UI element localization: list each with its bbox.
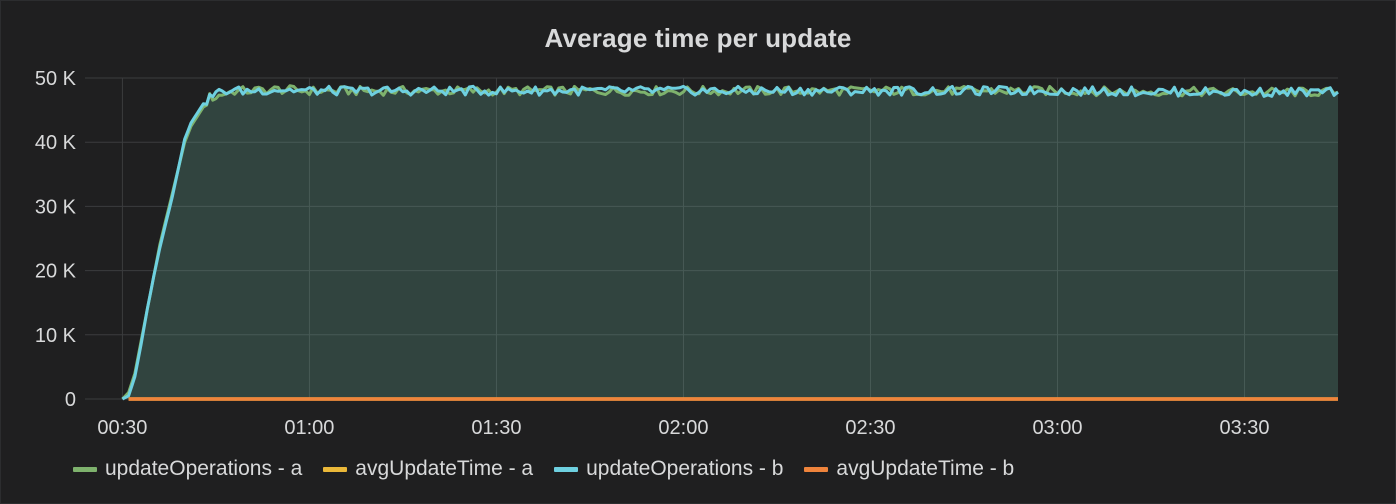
x-axis: 00:30 01:00 01:30 02:00 02:30 03:00 03:30 — [97, 417, 1269, 439]
y-axis: 0 10 K 20 K 30 K 40 K 50 K — [35, 68, 77, 411]
x-tick-label: 00:30 — [97, 417, 147, 439]
legend-item[interactable]: updateOperations - b — [554, 457, 783, 481]
x-tick-label: 02:30 — [845, 417, 895, 439]
legend-label: updateOperations - a — [105, 457, 303, 480]
legend-swatch — [323, 466, 348, 472]
y-tick-label: 30 K — [35, 196, 77, 218]
grid — [85, 77, 1338, 400]
y-tick-label: 50 K — [35, 68, 77, 90]
panel-title: Average time per update — [544, 23, 852, 53]
y-tick-label: 10 K — [35, 325, 77, 347]
series-area — [122, 85, 1338, 399]
legend-item[interactable]: updateOperations - a — [73, 457, 302, 481]
legend-label: avgUpdateTime - a — [355, 457, 534, 480]
legend-label: updateOperations - b — [586, 457, 784, 480]
series-line — [121, 84, 1339, 401]
legend: updateOperations - a avgUpdateTime - a upd… — [73, 457, 1035, 481]
legend-swatch — [554, 466, 579, 472]
y-tick-label: 40 K — [35, 132, 77, 154]
x-tick-label: 03:00 — [1032, 417, 1082, 439]
legend-item[interactable]: avgUpdateTime - b — [804, 457, 1014, 481]
series-lines — [121, 84, 1339, 401]
y-tick-label: 20 K — [35, 261, 77, 283]
legend-swatch — [804, 466, 829, 472]
series-area — [122, 86, 1338, 400]
x-tick-label: 02:00 — [658, 417, 708, 439]
series-fills — [122, 85, 1338, 400]
legend-label: avgUpdateTime - b — [836, 457, 1015, 480]
y-tick-label: 0 — [65, 389, 76, 411]
legend-item[interactable]: avgUpdateTime - a — [323, 457, 533, 481]
x-tick-label: 01:00 — [284, 417, 334, 439]
x-tick-label: 03:30 — [1219, 417, 1269, 439]
legend-swatch — [73, 466, 97, 472]
x-tick-label: 01:30 — [471, 417, 521, 439]
